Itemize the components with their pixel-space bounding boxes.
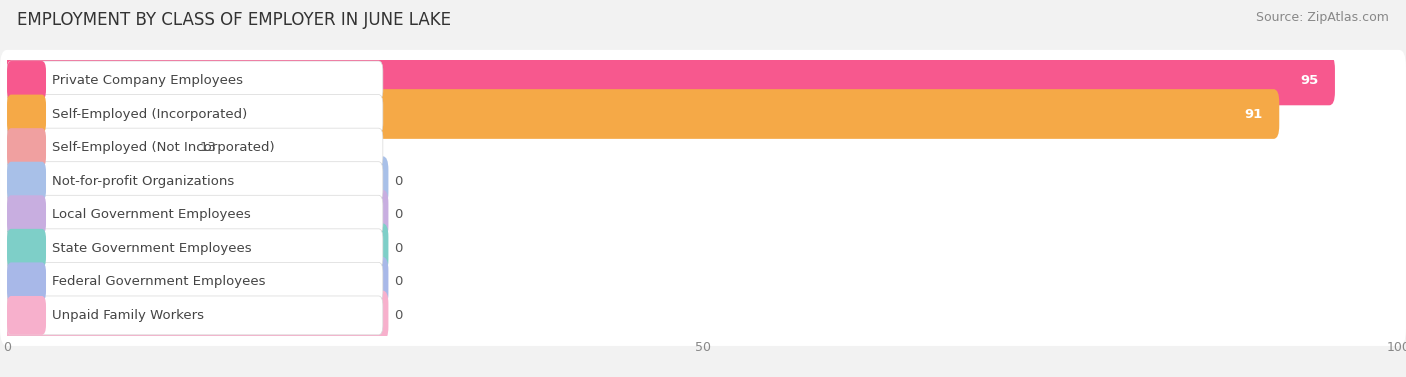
Text: Private Company Employees: Private Company Employees	[52, 74, 243, 87]
FancyBboxPatch shape	[0, 184, 1406, 245]
Text: Federal Government Employees: Federal Government Employees	[52, 275, 266, 288]
Text: Unpaid Family Workers: Unpaid Family Workers	[52, 309, 204, 322]
FancyBboxPatch shape	[0, 218, 1406, 279]
FancyBboxPatch shape	[7, 296, 382, 335]
FancyBboxPatch shape	[7, 195, 382, 234]
Text: 0: 0	[394, 309, 402, 322]
FancyBboxPatch shape	[7, 95, 382, 133]
FancyBboxPatch shape	[1, 123, 194, 172]
FancyBboxPatch shape	[0, 83, 1406, 144]
FancyBboxPatch shape	[1, 190, 388, 239]
FancyBboxPatch shape	[7, 262, 46, 301]
FancyBboxPatch shape	[7, 296, 46, 335]
Text: 0: 0	[394, 208, 402, 221]
FancyBboxPatch shape	[0, 117, 1406, 178]
Text: Local Government Employees: Local Government Employees	[52, 208, 250, 221]
Text: Self-Employed (Incorporated): Self-Employed (Incorporated)	[52, 107, 247, 121]
Text: 0: 0	[394, 275, 402, 288]
FancyBboxPatch shape	[7, 229, 382, 268]
Text: Not-for-profit Organizations: Not-for-profit Organizations	[52, 175, 233, 188]
FancyBboxPatch shape	[1, 291, 388, 340]
FancyBboxPatch shape	[0, 150, 1406, 212]
Text: Self-Employed (Not Incorporated): Self-Employed (Not Incorporated)	[52, 141, 274, 154]
FancyBboxPatch shape	[7, 128, 382, 167]
Text: Source: ZipAtlas.com: Source: ZipAtlas.com	[1256, 11, 1389, 24]
FancyBboxPatch shape	[0, 251, 1406, 313]
Text: 13: 13	[200, 141, 217, 154]
FancyBboxPatch shape	[7, 262, 382, 301]
FancyBboxPatch shape	[7, 128, 46, 167]
FancyBboxPatch shape	[1, 89, 1279, 139]
FancyBboxPatch shape	[7, 95, 46, 133]
Text: 0: 0	[394, 242, 402, 255]
FancyBboxPatch shape	[7, 162, 46, 201]
FancyBboxPatch shape	[7, 195, 46, 234]
FancyBboxPatch shape	[1, 224, 388, 273]
FancyBboxPatch shape	[7, 61, 46, 100]
FancyBboxPatch shape	[1, 257, 388, 307]
Text: 95: 95	[1301, 74, 1319, 87]
FancyBboxPatch shape	[7, 61, 382, 100]
Text: 0: 0	[394, 175, 402, 188]
Text: State Government Employees: State Government Employees	[52, 242, 252, 255]
FancyBboxPatch shape	[1, 156, 388, 206]
FancyBboxPatch shape	[1, 56, 1334, 105]
Text: EMPLOYMENT BY CLASS OF EMPLOYER IN JUNE LAKE: EMPLOYMENT BY CLASS OF EMPLOYER IN JUNE …	[17, 11, 451, 29]
FancyBboxPatch shape	[0, 285, 1406, 346]
FancyBboxPatch shape	[7, 162, 382, 201]
FancyBboxPatch shape	[7, 229, 46, 268]
Text: 91: 91	[1244, 107, 1263, 121]
FancyBboxPatch shape	[0, 50, 1406, 111]
